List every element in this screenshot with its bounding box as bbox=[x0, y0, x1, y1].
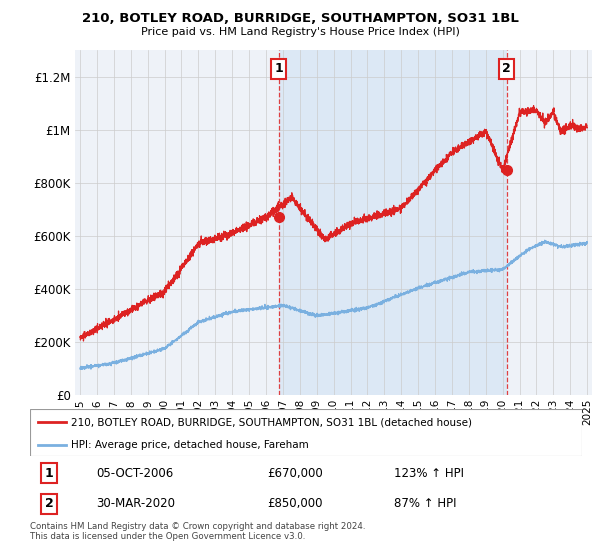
Text: 05-OCT-2006: 05-OCT-2006 bbox=[96, 467, 173, 480]
Text: Contains HM Land Registry data © Crown copyright and database right 2024.
This d: Contains HM Land Registry data © Crown c… bbox=[30, 522, 365, 542]
Text: 87% ↑ HPI: 87% ↑ HPI bbox=[394, 497, 457, 510]
Text: £670,000: £670,000 bbox=[268, 467, 323, 480]
Text: 1: 1 bbox=[274, 63, 283, 76]
Text: HPI: Average price, detached house, Fareham: HPI: Average price, detached house, Fare… bbox=[71, 440, 309, 450]
Text: 30-MAR-2020: 30-MAR-2020 bbox=[96, 497, 175, 510]
Text: 210, BOTLEY ROAD, BURRIDGE, SOUTHAMPTON, SO31 1BL (detached house): 210, BOTLEY ROAD, BURRIDGE, SOUTHAMPTON,… bbox=[71, 417, 472, 427]
Bar bbox=[278, 50, 507, 395]
Text: 210, BOTLEY ROAD, BURRIDGE, SOUTHAMPTON, SO31 1BL: 210, BOTLEY ROAD, BURRIDGE, SOUTHAMPTON,… bbox=[82, 12, 518, 25]
Text: 2: 2 bbox=[502, 63, 511, 76]
Text: 1: 1 bbox=[45, 467, 53, 480]
Text: 2: 2 bbox=[45, 497, 53, 510]
Text: 123% ↑ HPI: 123% ↑ HPI bbox=[394, 467, 464, 480]
Text: Price paid vs. HM Land Registry's House Price Index (HPI): Price paid vs. HM Land Registry's House … bbox=[140, 27, 460, 37]
Text: £850,000: £850,000 bbox=[268, 497, 323, 510]
